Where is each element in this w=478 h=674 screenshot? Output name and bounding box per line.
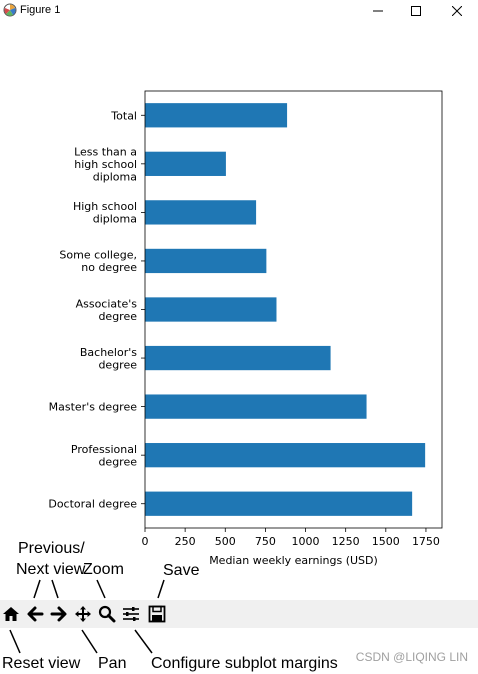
plot-frame bbox=[144, 90, 443, 529]
reset-arrow-line bbox=[9, 629, 21, 654]
x-tick-label: 1500 bbox=[372, 535, 400, 548]
maximize-button[interactable] bbox=[398, 0, 434, 22]
save-button[interactable] bbox=[146, 602, 168, 626]
sliders-icon bbox=[123, 607, 139, 621]
x-tick-label: 0 bbox=[142, 535, 149, 548]
home-button[interactable] bbox=[0, 602, 22, 626]
x-tick-label: 1250 bbox=[332, 535, 360, 548]
bar bbox=[145, 103, 288, 128]
reset-view-annotation: Reset view bbox=[2, 655, 81, 672]
y-tick-label: Professional degree bbox=[71, 443, 137, 469]
bar bbox=[145, 443, 426, 468]
x-tick-label: 250 bbox=[175, 535, 196, 548]
y-tick-label: Master's degree bbox=[49, 401, 138, 414]
save-arrow-line bbox=[157, 579, 165, 599]
navigation-toolbar bbox=[0, 600, 478, 628]
bar bbox=[145, 491, 413, 516]
zoom-button[interactable] bbox=[96, 602, 118, 626]
bar bbox=[145, 297, 277, 322]
pan-button[interactable] bbox=[72, 602, 94, 626]
home-icon bbox=[3, 607, 19, 621]
save-annotation: Save bbox=[163, 562, 200, 579]
y-tick-label: Total bbox=[110, 109, 137, 122]
bar bbox=[145, 394, 367, 419]
minimize-icon bbox=[373, 10, 383, 12]
x-tick-label: 1000 bbox=[292, 535, 320, 548]
y-tick-label: Some college, no degree bbox=[59, 249, 137, 275]
bar bbox=[145, 345, 331, 371]
configure-annotation: Configure subplot margins bbox=[151, 655, 338, 672]
next-view-annotation: Next view bbox=[16, 561, 86, 578]
arrow-left-icon bbox=[27, 606, 44, 622]
move-icon bbox=[75, 606, 91, 622]
x-tick-label: 500 bbox=[215, 535, 236, 548]
maximize-icon bbox=[411, 6, 421, 16]
arrow-right-icon bbox=[50, 606, 67, 622]
next-arrow-line bbox=[51, 579, 59, 599]
matplotlib-icon bbox=[3, 3, 17, 17]
previous-annotation: Previous/ bbox=[18, 540, 85, 557]
pan-arrow-line bbox=[81, 629, 98, 654]
title-bar: Figure 1 bbox=[0, 0, 478, 22]
minimize-button[interactable] bbox=[358, 0, 398, 22]
y-tick-label: Doctoral degree bbox=[48, 498, 137, 511]
window-title: Figure 1 bbox=[20, 4, 61, 16]
bar-chart: Total Less than a high school diploma High s… bbox=[48, 90, 443, 567]
close-button[interactable] bbox=[436, 0, 478, 22]
close-icon bbox=[452, 6, 462, 16]
y-tick-label: Less than a high school diploma bbox=[74, 145, 137, 183]
bar bbox=[145, 200, 257, 225]
zoom-arrow-line bbox=[96, 579, 106, 599]
y-tick-label: Bachelor's degree bbox=[80, 346, 137, 372]
x-tick-label: 750 bbox=[255, 535, 276, 548]
zoom-icon bbox=[98, 605, 116, 623]
back-button[interactable] bbox=[24, 602, 46, 626]
y-tick-label: High school diploma bbox=[73, 200, 137, 226]
x-axis-label: Median weekly earnings (USD) bbox=[209, 554, 378, 567]
configure-arrow-line bbox=[134, 629, 153, 654]
forward-button[interactable] bbox=[48, 602, 70, 626]
configure-subplots-button[interactable] bbox=[120, 602, 142, 626]
pan-annotation: Pan bbox=[98, 655, 127, 672]
previous-arrow-line bbox=[33, 579, 41, 599]
bar bbox=[145, 151, 226, 176]
bar bbox=[145, 248, 267, 274]
y-tick-label: Associate's degree bbox=[76, 297, 138, 323]
watermark: CSDN @LIQING LIN bbox=[355, 650, 468, 664]
zoom-annotation: Zoom bbox=[83, 561, 124, 578]
save-icon bbox=[148, 605, 166, 623]
x-tick-label: 1750 bbox=[412, 535, 440, 548]
figure-canvas[interactable]: Total Less than a high school diploma High s… bbox=[0, 22, 478, 600]
